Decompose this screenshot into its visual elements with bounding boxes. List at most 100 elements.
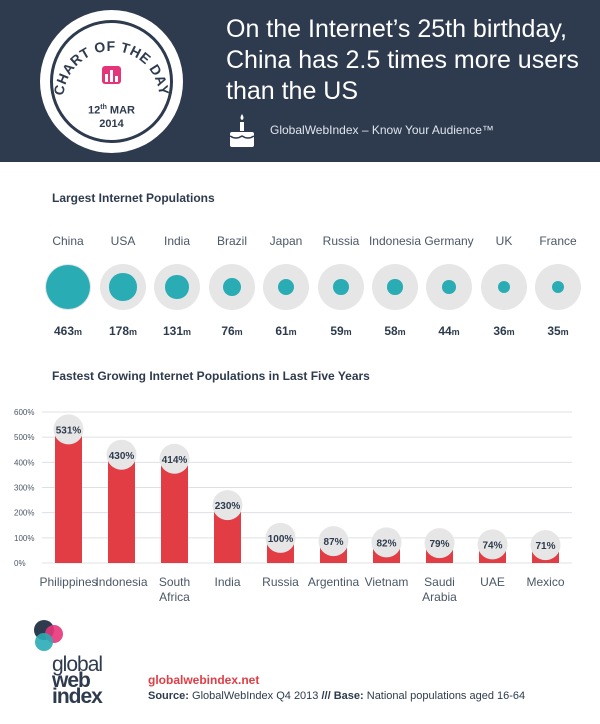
- growth-chart-title: Fastest Growing Internet Populations in …: [52, 369, 370, 383]
- category-label: Vietnam: [365, 575, 409, 589]
- population-dot: [333, 279, 349, 295]
- bar-value-label: 74%: [482, 540, 502, 551]
- website-link[interactable]: globalwebindex.net: [148, 673, 260, 687]
- bar-value-label: 71%: [535, 541, 555, 552]
- population-item: Germany 44m: [421, 232, 477, 338]
- headline: On the Internet’s 25th birthday, China h…: [226, 14, 586, 107]
- category-label: Arabia: [422, 590, 457, 604]
- bar-value-label: 79%: [429, 539, 449, 550]
- bar: [108, 454, 135, 563]
- bar: [161, 458, 188, 563]
- population-bubble: [372, 264, 418, 310]
- population-dot: [497, 280, 511, 294]
- bar-value-label: 87%: [323, 537, 343, 548]
- headline-line: On the Internet’s 25th birthday,: [226, 15, 567, 43]
- population-value: 76m: [221, 324, 243, 338]
- population-value: 59m: [330, 324, 352, 338]
- population-value: 463m: [53, 324, 83, 338]
- growth-bar-chart: 0% 100% 200% 300% 400% 500% 600% 531% Philippine…: [14, 408, 572, 604]
- population-value: 61m: [275, 324, 297, 338]
- birthday-cake-icon: [229, 114, 255, 147]
- population-dot: [46, 265, 90, 309]
- bar-label-bubble: [265, 522, 296, 553]
- category-label: South: [159, 575, 190, 589]
- y-tick-label: 0%: [14, 559, 26, 568]
- brand-row: GlobalWebIndex – Know Your Audience™: [226, 112, 586, 148]
- population-country: Germany: [424, 234, 474, 248]
- category-label: India: [214, 575, 240, 589]
- y-tick-label: 600%: [14, 408, 34, 417]
- bar-value-label: 430%: [109, 451, 135, 462]
- population-dot: [442, 280, 456, 294]
- population-item: Indonesia 58m: [367, 232, 423, 338]
- population-bubble: [535, 264, 581, 310]
- bar-label-bubble: [530, 530, 561, 561]
- population-bubble: [481, 264, 527, 310]
- bar-value-label: 230%: [215, 501, 241, 512]
- bar-label-bubble: [477, 529, 508, 560]
- bar-label-bubble: [106, 439, 137, 470]
- logo-word: index: [52, 685, 103, 708]
- y-tick-label: 400%: [14, 458, 34, 467]
- population-item: France 35m: [530, 232, 586, 338]
- bar-label-bubble: [424, 528, 455, 559]
- population-bubble: [209, 264, 255, 310]
- population-value: 36m: [493, 324, 515, 338]
- bar-label-bubble: [371, 527, 402, 558]
- population-value: 58m: [384, 324, 406, 338]
- population-dot: [387, 279, 403, 295]
- category-label: Philippines: [39, 575, 97, 589]
- population-value: 178m: [108, 324, 138, 338]
- population-country: USA: [110, 234, 136, 248]
- category-label: Africa: [159, 590, 190, 604]
- bar-value-label: 414%: [162, 455, 188, 466]
- category-label: Russia: [262, 575, 299, 589]
- badge-year: 2014: [99, 118, 124, 130]
- category-label: Saudi: [424, 575, 455, 589]
- brand-tagline: GlobalWebIndex – Know Your Audience™: [270, 123, 494, 137]
- population-item: USA 178m: [95, 232, 151, 338]
- headline-line: than the US: [226, 77, 359, 105]
- bar-value-label: 82%: [376, 538, 396, 549]
- population-value: 44m: [438, 324, 460, 338]
- population-item: China 463m: [40, 232, 96, 338]
- badge-graphic: CHART OF THE DAY: [50, 20, 173, 143]
- logo-word: web: [52, 669, 91, 692]
- population-dot: [551, 280, 565, 294]
- population-item: Russia 59m: [313, 232, 369, 338]
- population-country: India: [163, 234, 191, 248]
- chart-of-the-day-badge: CHART OF THE DAY 12th MAR 2014: [40, 10, 183, 153]
- population-value: 35m: [547, 324, 569, 338]
- category-label: Indonesia: [95, 575, 147, 589]
- population-bubble: [154, 264, 200, 310]
- bar-value-label: 100%: [268, 534, 294, 545]
- population-country: UK: [495, 234, 513, 248]
- headline-line: China has 2.5 times more users: [226, 46, 579, 74]
- population-dot: [165, 275, 189, 299]
- population-item: UK 36m: [476, 232, 532, 338]
- population-country: Brazil: [216, 234, 247, 248]
- y-tick-label: 500%: [14, 433, 34, 442]
- logo-circles-icon: [34, 620, 63, 651]
- category-label: Argentina: [308, 575, 360, 589]
- source-note: Source: GlobalWebIndex Q4 2013 /// Base:…: [148, 690, 526, 702]
- population-dot: [223, 278, 241, 296]
- category-label: UAE: [480, 575, 505, 589]
- population-country: France: [539, 234, 577, 248]
- population-dot: [278, 279, 294, 295]
- y-tick-label: 300%: [14, 484, 34, 493]
- population-bubble: [426, 264, 472, 310]
- populations-title: Largest Internet Populations: [52, 191, 215, 205]
- globalwebindex-logo: global web index: [30, 618, 140, 718]
- population-bubble: [318, 264, 364, 310]
- header-banner: CHART OF THE DAY 12th MAR 2014 On the In…: [0, 0, 600, 162]
- population-item: Japan 61m: [258, 232, 314, 338]
- population-value: 131m: [162, 324, 192, 338]
- population-country: Russia: [322, 234, 360, 248]
- population-bubble: [263, 264, 309, 310]
- population-country: Japan: [269, 234, 303, 248]
- population-country: China: [52, 234, 84, 248]
- population-dot: [109, 273, 137, 301]
- population-bubble: [45, 264, 91, 310]
- bar-label-bubble: [212, 490, 243, 521]
